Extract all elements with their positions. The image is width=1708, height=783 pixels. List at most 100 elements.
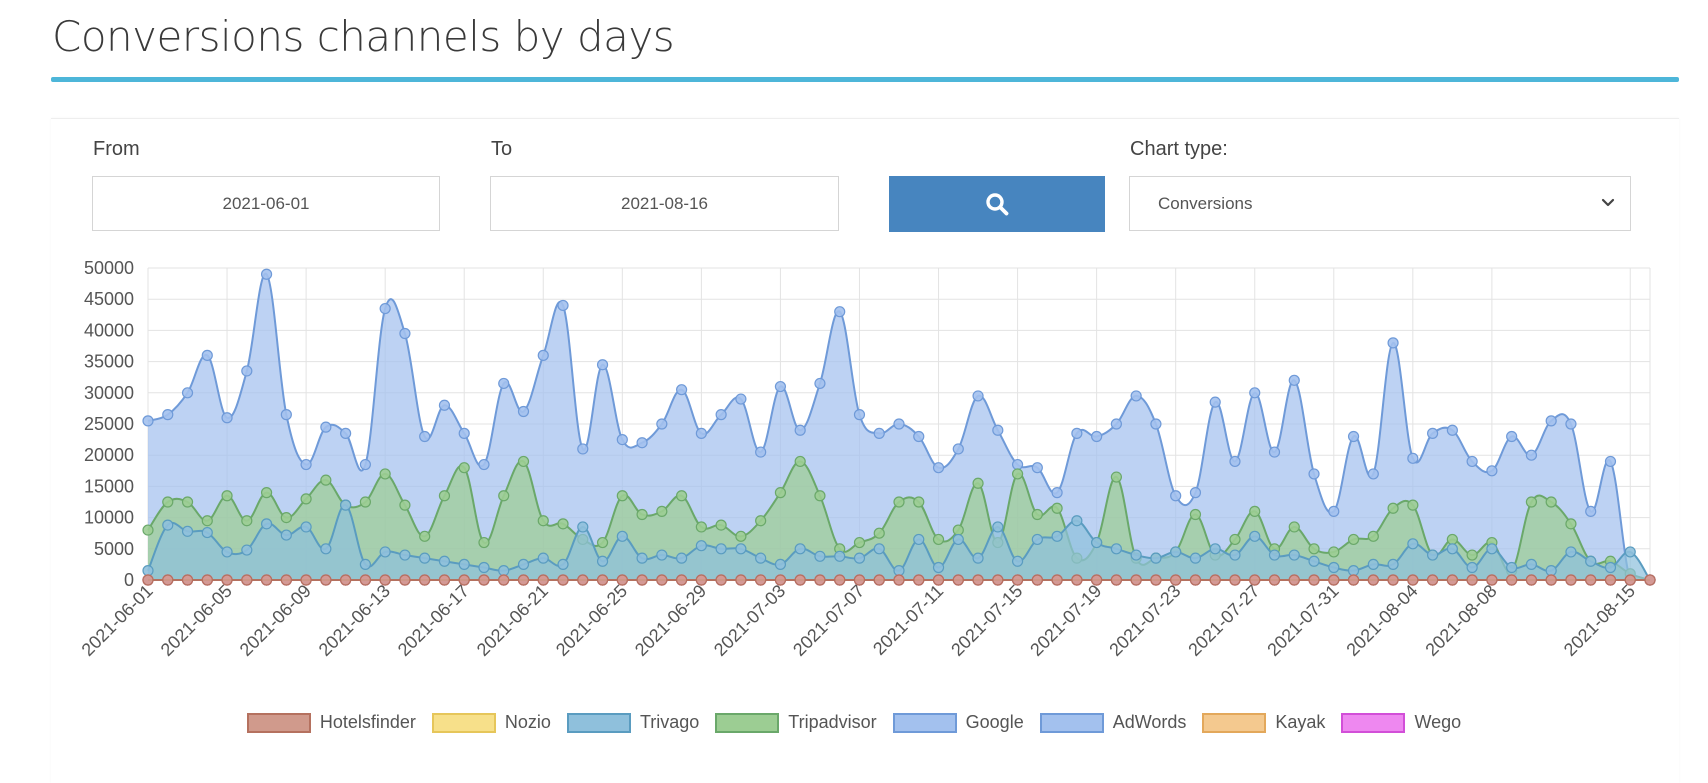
data-point-trivago[interactable] (300, 521, 312, 533)
data-point-tripadvisor[interactable] (794, 455, 806, 468)
data-point-tripadvisor[interactable] (458, 462, 470, 474)
data-point-hotelsfinder[interactable] (260, 574, 273, 586)
data-point-tripadvisor[interactable] (300, 493, 312, 505)
data-point-tripadvisor[interactable] (181, 496, 194, 508)
data-point-google[interactable] (755, 446, 767, 458)
data-point-tripadvisor[interactable] (853, 536, 866, 549)
data-point-hotelsfinder[interactable] (1209, 574, 1221, 586)
data-point-trivago[interactable] (142, 565, 154, 577)
data-point-hotelsfinder[interactable] (419, 574, 431, 586)
data-point-hotelsfinder[interactable] (320, 574, 332, 586)
data-point-google[interactable] (1130, 390, 1142, 402)
data-point-google[interactable] (1486, 465, 1498, 477)
data-point-tripadvisor[interactable] (1407, 499, 1419, 511)
data-point-trivago[interactable] (893, 565, 905, 577)
data-point-google[interactable] (616, 434, 628, 446)
data-point-tripadvisor[interactable] (1189, 508, 1202, 521)
data-point-tripadvisor[interactable] (755, 515, 767, 527)
data-point-google[interactable] (1525, 449, 1538, 461)
data-point-tripadvisor[interactable] (162, 496, 174, 508)
data-point-trivago[interactable] (952, 533, 964, 546)
data-point-google[interactable] (280, 409, 292, 421)
data-point-google[interactable] (1308, 468, 1320, 480)
data-point-tripadvisor[interactable] (1367, 530, 1379, 542)
data-point-google[interactable] (577, 443, 589, 455)
data-point-tripadvisor[interactable] (972, 477, 984, 489)
data-point-trivago[interactable] (972, 552, 984, 564)
data-point-hotelsfinder[interactable] (1308, 574, 1320, 586)
data-point-trivago[interactable] (1031, 533, 1043, 546)
data-point-trivago[interactable] (834, 550, 846, 562)
data-point-google[interactable] (300, 458, 312, 471)
data-point-hotelsfinder[interactable] (181, 574, 194, 586)
legend-item-trivago[interactable]: Trivago (566, 712, 699, 733)
data-point-trivago[interactable] (1209, 543, 1221, 555)
data-point-hotelsfinder[interactable] (1091, 574, 1103, 586)
data-point-hotelsfinder[interactable] (221, 574, 233, 586)
data-point-google[interactable] (1604, 455, 1617, 468)
data-point-tripadvisor[interactable] (596, 536, 609, 549)
data-point-hotelsfinder[interactable] (201, 574, 213, 586)
data-point-hotelsfinder[interactable] (596, 574, 609, 586)
data-point-google[interactable] (241, 365, 253, 377)
from-date-input[interactable]: 2021-06-01 (92, 176, 440, 231)
data-point-trivago[interactable] (1387, 558, 1399, 570)
data-point-google[interactable] (1407, 452, 1419, 464)
data-point-hotelsfinder[interactable] (1604, 574, 1617, 586)
data-point-hotelsfinder[interactable] (478, 574, 490, 586)
data-point-google[interactable] (1071, 427, 1083, 439)
data-point-google[interactable] (260, 268, 273, 280)
data-point-hotelsfinder[interactable] (1545, 574, 1557, 586)
data-point-tripadvisor[interactable] (1446, 533, 1458, 546)
data-point-google[interactable] (379, 302, 391, 315)
data-point-google[interactable] (1367, 468, 1379, 480)
legend-item-adwords[interactable]: AdWords (1039, 712, 1186, 733)
data-point-tripadvisor[interactable] (913, 496, 925, 508)
data-point-tripadvisor[interactable] (1011, 468, 1024, 480)
data-point-google[interactable] (992, 424, 1004, 436)
data-point-hotelsfinder[interactable] (359, 574, 371, 586)
data-point-google[interactable] (1427, 427, 1439, 439)
data-point-hotelsfinder[interactable] (1071, 574, 1083, 586)
data-point-google[interactable] (1288, 374, 1300, 386)
data-point-trivago[interactable] (201, 526, 213, 539)
data-point-hotelsfinder[interactable] (1150, 574, 1162, 586)
data-point-trivago[interactable] (1268, 549, 1281, 561)
data-point-google[interactable] (557, 299, 569, 312)
data-point-hotelsfinder[interactable] (557, 574, 569, 586)
data-point-tripadvisor[interactable] (1347, 533, 1360, 546)
legend-item-kayak[interactable]: Kayak (1202, 712, 1325, 733)
data-point-trivago[interactable] (913, 533, 925, 546)
data-point-trivago[interactable] (221, 546, 233, 558)
data-point-tripadvisor[interactable] (616, 490, 628, 502)
data-point-trivago[interactable] (1486, 543, 1498, 555)
data-point-hotelsfinder[interactable] (1031, 574, 1043, 586)
data-point-trivago[interactable] (458, 558, 470, 570)
data-point-tripadvisor[interactable] (1525, 496, 1538, 508)
data-point-tripadvisor[interactable] (656, 505, 668, 517)
data-point-google[interactable] (1268, 446, 1281, 458)
data-point-hotelsfinder[interactable] (1110, 574, 1122, 586)
data-point-trivago[interactable] (419, 552, 431, 564)
data-point-hotelsfinder[interactable] (1585, 574, 1597, 586)
data-point-trivago[interactable] (517, 558, 530, 570)
data-point-trivago[interactable] (1091, 536, 1103, 549)
data-point-tripadvisor[interactable] (320, 474, 332, 486)
data-point-google[interactable] (715, 409, 727, 421)
data-point-hotelsfinder[interactable] (280, 574, 292, 586)
data-point-hotelsfinder[interactable] (873, 574, 885, 586)
data-point-tripadvisor[interactable] (241, 515, 253, 527)
data-point-hotelsfinder[interactable] (774, 574, 787, 586)
data-point-google[interactable] (1189, 487, 1202, 499)
data-point-trivago[interactable] (596, 555, 609, 567)
data-point-hotelsfinder[interactable] (616, 574, 628, 586)
data-point-trivago[interactable] (1367, 558, 1379, 570)
data-point-google[interactable] (1249, 387, 1261, 399)
data-point-hotelsfinder[interactable] (1011, 574, 1024, 586)
data-point-trivago[interactable] (853, 552, 866, 564)
data-point-hotelsfinder[interactable] (656, 574, 668, 586)
data-point-hotelsfinder[interactable] (1268, 574, 1281, 586)
data-point-hotelsfinder[interactable] (814, 574, 826, 586)
data-point-hotelsfinder[interactable] (577, 574, 589, 586)
data-point-trivago[interactable] (241, 544, 253, 556)
